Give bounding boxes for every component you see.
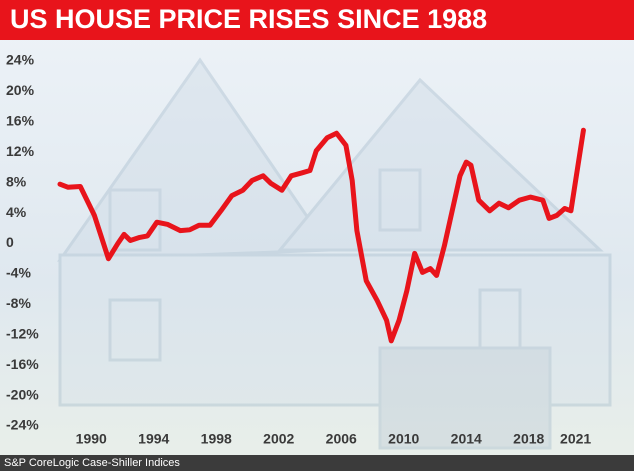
x-tick-label: 2002 xyxy=(263,431,294,447)
source-strip xyxy=(0,455,634,471)
y-tick-label: 16% xyxy=(6,113,35,129)
y-tick-label: 20% xyxy=(6,82,35,98)
x-tick-label: 1994 xyxy=(138,431,169,447)
y-tick-label: -12% xyxy=(6,325,39,341)
source: S&P CoreLogic Case-Shiller Indices xyxy=(4,457,180,469)
x-tick-label: 2018 xyxy=(513,431,544,447)
x-tick-label: 1998 xyxy=(201,431,232,447)
data-line xyxy=(57,127,586,344)
x-tick-label: 2014 xyxy=(451,431,482,447)
y-tick-label: -8% xyxy=(6,295,31,311)
y-tick-label: -16% xyxy=(6,356,39,372)
x-tick-label: 2006 xyxy=(326,431,357,447)
y-tick-label: -20% xyxy=(6,386,39,402)
y-tick-label: -24% xyxy=(6,417,39,433)
y-tick-label: 4% xyxy=(6,204,27,220)
chart-title: US HOUSE PRICE RISES SINCE 1988 xyxy=(10,4,487,34)
x-tick-label: 2010 xyxy=(388,431,419,447)
house-illustration xyxy=(57,57,612,450)
y-tick-label: 12% xyxy=(6,143,35,159)
x-tick-label: 1990 xyxy=(76,431,107,447)
y-tick-label: 24% xyxy=(6,52,35,68)
y-tick-label: 0 xyxy=(6,234,14,250)
y-tick-label: -4% xyxy=(6,265,31,281)
title-banner xyxy=(0,0,634,40)
y-tick-label: 8% xyxy=(6,173,27,189)
x-tick-label: 2021 xyxy=(560,431,591,447)
